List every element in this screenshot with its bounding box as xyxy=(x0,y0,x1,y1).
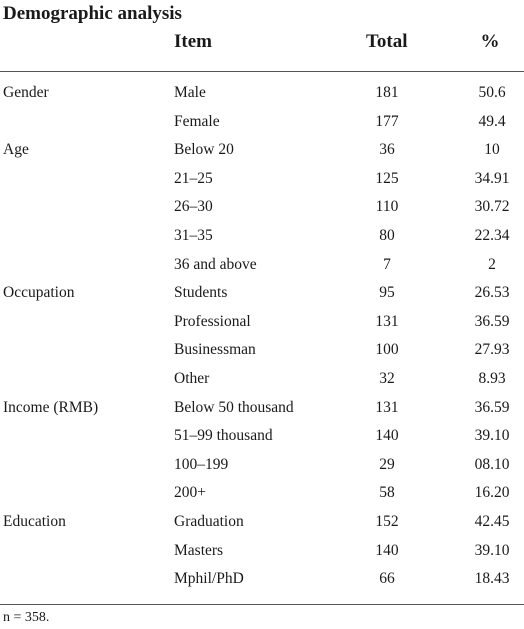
table-row: Mphil/PhD 66 18.43 xyxy=(0,565,524,593)
percent-cell: 42.45 xyxy=(474,513,510,530)
group-label: Occupation xyxy=(3,284,75,302)
percent-cell: 49.4 xyxy=(478,112,506,130)
item-cell: Female xyxy=(174,112,220,130)
percent-cell: 2 xyxy=(488,255,496,273)
table-row: Other 32 8.93 xyxy=(0,365,524,393)
item-cell: Businessman xyxy=(174,341,256,359)
total-cell: 36 xyxy=(379,141,395,159)
item-cell: Male xyxy=(174,84,206,101)
table-row: Gender Male 181 50.6 xyxy=(0,79,524,107)
item-cell: Graduation xyxy=(174,513,244,530)
percent-cell: 50.6 xyxy=(478,84,506,101)
percent-cell: 30.72 xyxy=(474,198,510,216)
sample-size-note: n = 358. xyxy=(3,610,50,625)
item-cell: Mphil/PhD xyxy=(174,570,244,588)
item-cell: Masters xyxy=(174,541,224,559)
item-cell: 26–30 xyxy=(174,198,213,216)
group-label: Gender xyxy=(3,84,49,101)
total-cell: 110 xyxy=(375,198,399,216)
percent-cell: 39.10 xyxy=(474,427,510,445)
column-header-total: Total xyxy=(366,31,408,52)
percent-cell: 22.34 xyxy=(474,227,510,244)
total-cell: 29 xyxy=(379,455,395,473)
total-cell: 131 xyxy=(375,398,399,416)
item-cell: Students xyxy=(174,284,228,302)
table-row: 21–25 125 34.91 xyxy=(0,165,524,193)
percent-cell: 27.93 xyxy=(474,341,510,359)
footer-rule xyxy=(0,604,524,605)
table-row: 31–35 80 22.34 xyxy=(0,222,524,250)
percent-cell: 08.10 xyxy=(474,455,510,473)
item-cell: 21–25 xyxy=(174,169,213,187)
group-label: Income (RMB) xyxy=(3,398,99,416)
item-cell: 51–99 thousand xyxy=(174,427,273,445)
table-row: 200+ 58 16.20 xyxy=(0,479,524,507)
table-row: 51–99 thousand 140 39.10 xyxy=(0,422,524,450)
percent-cell: 16.20 xyxy=(474,484,510,502)
table-row: 36 and above 7 2 xyxy=(0,251,524,279)
table-row: Masters 140 39.10 xyxy=(0,537,524,565)
percent-cell: 39.10 xyxy=(474,541,510,559)
item-cell: Professional xyxy=(174,312,251,330)
total-cell: 100 xyxy=(375,341,399,359)
total-cell: 125 xyxy=(375,169,399,187)
total-cell: 140 xyxy=(375,427,399,445)
total-cell: 131 xyxy=(375,312,399,330)
header-rule xyxy=(0,71,524,72)
percent-cell: 8.93 xyxy=(478,370,506,387)
item-cell: 100–199 xyxy=(174,455,229,473)
table-row: Age Below 20 36 10 xyxy=(0,136,524,164)
table-row: Occupation Students 95 26.53 xyxy=(0,279,524,307)
item-cell: Other xyxy=(174,370,210,387)
percent-cell: 18.43 xyxy=(474,570,510,588)
group-label: Age xyxy=(3,141,29,159)
total-cell: 177 xyxy=(375,112,399,130)
table-title: Demographic analysis xyxy=(3,3,182,24)
total-cell: 58 xyxy=(379,484,395,502)
percent-cell: 26.53 xyxy=(474,284,510,302)
item-cell: 31–35 xyxy=(174,227,213,244)
total-cell: 95 xyxy=(379,284,395,302)
table-row: 26–30 110 30.72 xyxy=(0,193,524,221)
percent-cell: 36.59 xyxy=(474,398,510,416)
group-label: Education xyxy=(3,513,66,530)
item-cell: 200+ xyxy=(174,484,206,502)
column-header-item: Item xyxy=(174,31,212,52)
total-cell: 140 xyxy=(375,541,399,559)
total-cell: 32 xyxy=(379,370,395,387)
table-row: Businessman 100 27.93 xyxy=(0,336,524,364)
table-row: 100–199 29 08.10 xyxy=(0,451,524,479)
item-cell: Below 20 xyxy=(174,141,234,159)
percent-cell: 34.91 xyxy=(474,169,510,187)
total-cell: 66 xyxy=(379,570,395,588)
table-row: Professional 131 36.59 xyxy=(0,308,524,336)
table-row: Education Graduation 152 42.45 xyxy=(0,508,524,536)
column-header-percent: % xyxy=(480,31,500,52)
total-cell: 152 xyxy=(375,513,399,530)
item-cell: 36 and above xyxy=(174,255,257,273)
percent-cell: 10 xyxy=(484,141,500,159)
total-cell: 7 xyxy=(383,255,391,273)
table-row: Income (RMB) Below 50 thousand 131 36.59 xyxy=(0,394,524,422)
percent-cell: 36.59 xyxy=(474,312,510,330)
item-cell: Below 50 thousand xyxy=(174,398,294,416)
table-row: Female 177 49.4 xyxy=(0,108,524,136)
total-cell: 80 xyxy=(379,227,395,244)
total-cell: 181 xyxy=(375,84,399,101)
